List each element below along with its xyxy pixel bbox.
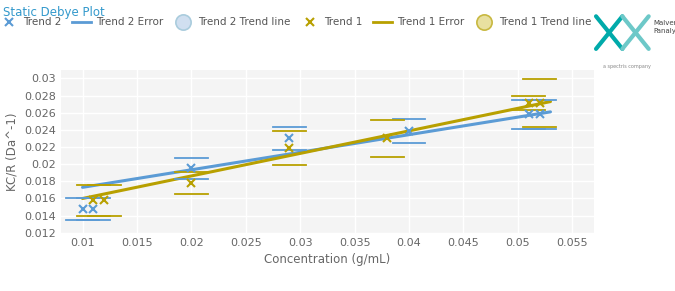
Text: Malvern
Panalytical: Malvern Panalytical: [653, 20, 675, 34]
X-axis label: Concentration (g/mL): Concentration (g/mL): [264, 253, 391, 266]
Text: Static Debye Plot: Static Debye Plot: [3, 6, 105, 19]
Legend: Trend 2, Trend 2 Error, Trend 2 Trend line, Trend 1, Trend 1 Error, Trend 1 Tren: Trend 2, Trend 2 Error, Trend 2 Trend li…: [0, 13, 595, 31]
Text: a spectris company: a spectris company: [603, 64, 651, 69]
Y-axis label: KC/R (Da^-1): KC/R (Da^-1): [5, 112, 18, 191]
